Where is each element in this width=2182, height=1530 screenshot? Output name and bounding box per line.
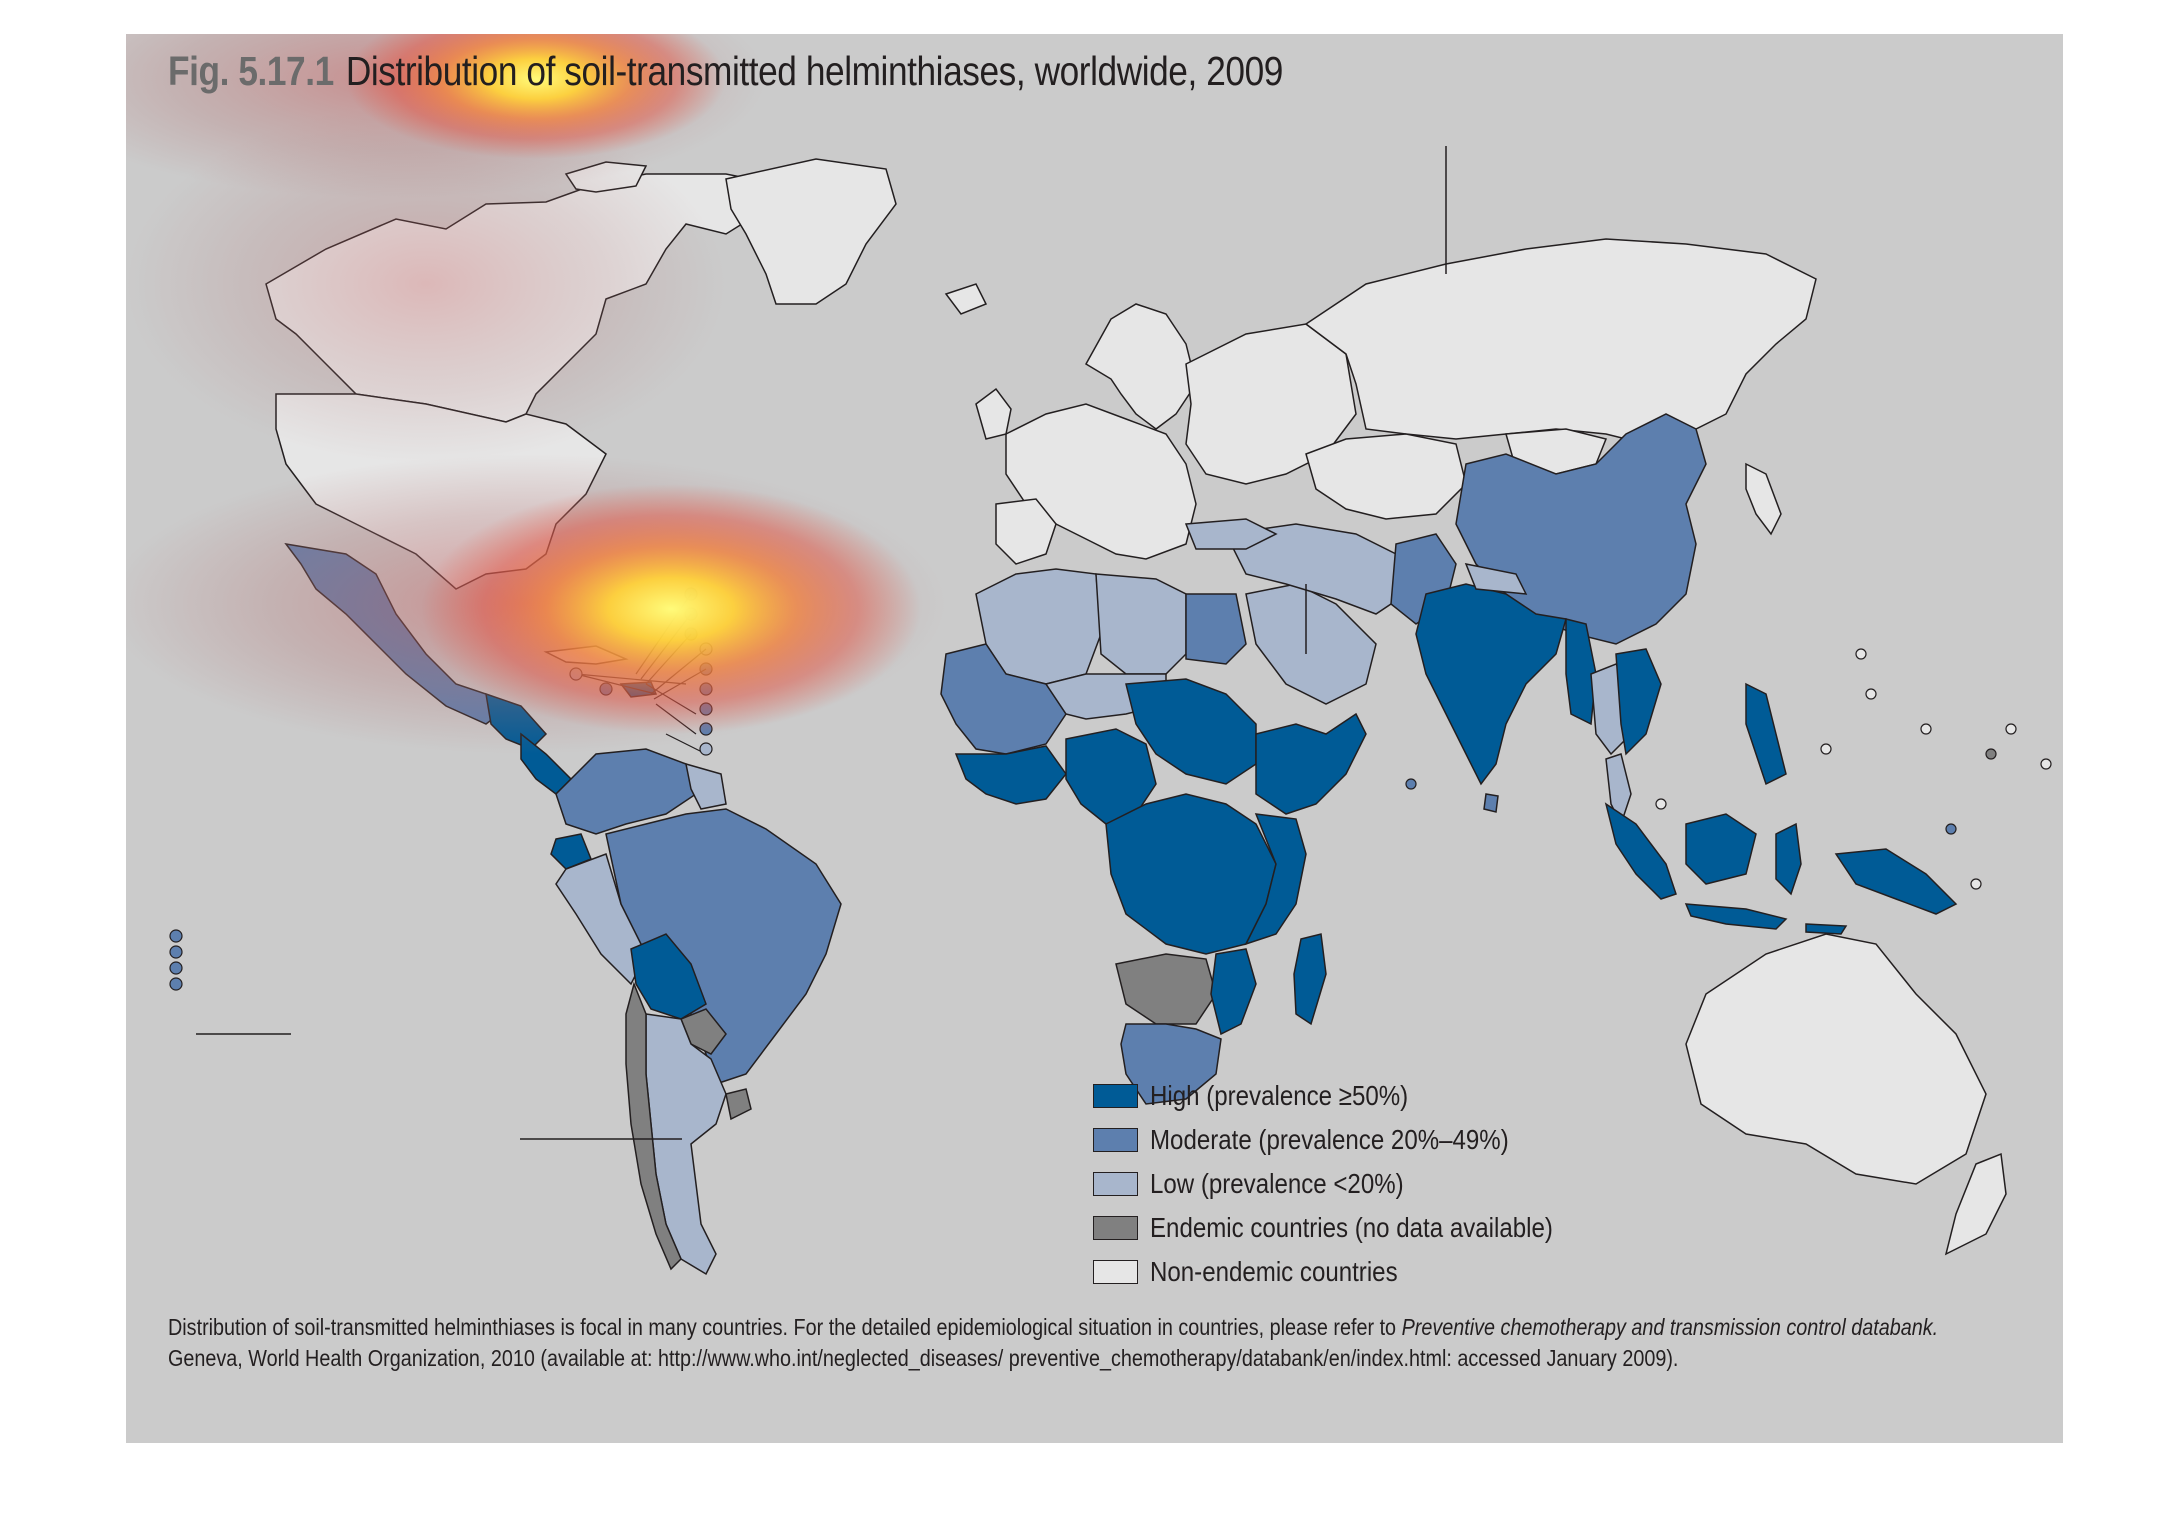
legend-label-low: Low (prevalence <20%) — [1150, 1168, 1404, 1199]
legend-item-endemic: Endemic countries (no data available) — [1093, 1206, 1618, 1250]
new-zealand — [1944, 1152, 2007, 1256]
new-guinea — [1834, 848, 1958, 915]
russia — [1304, 238, 1817, 445]
legend-swatch-low — [1093, 1172, 1138, 1196]
colombia-venezuela — [555, 748, 697, 835]
world-map — [126, 34, 2052, 1276]
footnote-line-1: Distribution of soil-transmitted helmint… — [168, 1312, 2017, 1343]
egypt — [1185, 593, 1247, 665]
legend-item-low: Low (prevalence <20%) — [1093, 1162, 1618, 1206]
iberia — [995, 498, 1057, 565]
vietnam-cambodia — [1615, 648, 1662, 756]
british-isles — [975, 387, 1012, 440]
figure-title-text: Distribution of soil-transmitted helmint… — [345, 48, 1284, 94]
philippines — [1745, 682, 1787, 786]
west-africa-moderate — [940, 643, 1067, 755]
footnote-line-2: Geneva, World Health Organization, 2010 … — [168, 1345, 1679, 1371]
myanmar — [1565, 618, 1597, 726]
legend-label-moderate: Moderate (prevalence 20%–49%) — [1150, 1124, 1509, 1155]
timor-islands — [1805, 923, 1848, 935]
central-africa — [1105, 793, 1277, 955]
russia-europe — [1185, 323, 1357, 485]
sulawesi — [1775, 822, 1802, 896]
south-america — [550, 748, 842, 1276]
map-legend: High (prevalence ≥50%) Moderate (prevale… — [1093, 1074, 1618, 1294]
footnote-databank-title: Preventive chemotherapy and transmission… — [1401, 1314, 1939, 1340]
kazakhstan-central-asia — [1305, 433, 1467, 520]
madagascar — [1293, 933, 1327, 1026]
heatmap-glow-caribbean — [421, 484, 921, 734]
guianas — [685, 762, 727, 810]
legend-item-moderate: Moderate (prevalence 20%–49%) — [1093, 1118, 1618, 1162]
north-africa-middle-east — [975, 518, 1457, 705]
figure-panel: Fig. 5.17.1 Distribution of soil-transmit… — [126, 34, 2063, 1443]
mozambique — [1210, 948, 1257, 1036]
libya-egypt — [1095, 573, 1187, 675]
greenland — [725, 158, 897, 305]
footnote-line-1-text: Distribution of soil-transmitted helmint… — [168, 1314, 1402, 1340]
africa — [940, 643, 1367, 1105]
heatmap-haze-north-america — [126, 104, 726, 464]
oceania — [1685, 933, 2007, 1256]
iceland — [944, 283, 988, 315]
asia-endemic — [1415, 413, 1707, 826]
legend-label-endemic: Endemic countries (no data available) — [1150, 1212, 1553, 1243]
malay-peninsula — [1605, 753, 1632, 826]
europe — [944, 283, 1357, 565]
legend-label-high: High (prevalence ≥50%) — [1150, 1080, 1409, 1111]
legend-label-non-endemic: Non-endemic countries — [1150, 1256, 1398, 1287]
legend-swatch-endemic — [1093, 1216, 1138, 1240]
heatmap-overlay — [126, 34, 946, 754]
reference-lines — [196, 146, 1447, 1140]
legend-swatch-moderate — [1093, 1128, 1138, 1152]
west-africa-high — [954, 745, 1067, 805]
bolivia — [630, 933, 707, 1020]
figure-label: Fig. 5.17.1 — [168, 48, 334, 94]
sri-lanka — [1483, 793, 1499, 813]
legend-item-high: High (prevalence ≥50%) — [1093, 1074, 1618, 1118]
scandinavia — [1084, 303, 1197, 430]
chile — [625, 981, 682, 1271]
maritime-asia — [1604, 682, 1958, 935]
legend-swatch-high — [1093, 1084, 1138, 1108]
india — [1415, 583, 1567, 786]
sudan-chad — [1125, 678, 1257, 785]
uruguay — [725, 1088, 752, 1121]
figure-title: Fig. 5.17.1 Distribution of soil-transmit… — [168, 48, 1283, 95]
legend-item-non-endemic: Non-endemic countries — [1093, 1250, 1618, 1294]
east-africa — [1244, 813, 1307, 946]
japan — [1745, 462, 1782, 536]
nepal-bhutan — [1464, 562, 1528, 595]
borneo — [1685, 813, 1757, 885]
southern-africa-endemic — [1115, 953, 1217, 1025]
horn-of-africa — [1255, 712, 1367, 815]
north-asia — [1304, 238, 1817, 536]
pacific-islands — [169, 648, 2052, 991]
australia — [1685, 933, 1987, 1185]
java — [1684, 903, 1788, 930]
sumatra — [1604, 802, 1677, 900]
legend-swatch-non-endemic — [1093, 1260, 1138, 1284]
turkey — [1184, 518, 1278, 550]
peru — [555, 853, 647, 986]
footnote: Distribution of soil-transmitted helmint… — [168, 1312, 2017, 1374]
south-africa — [1120, 1023, 1222, 1105]
